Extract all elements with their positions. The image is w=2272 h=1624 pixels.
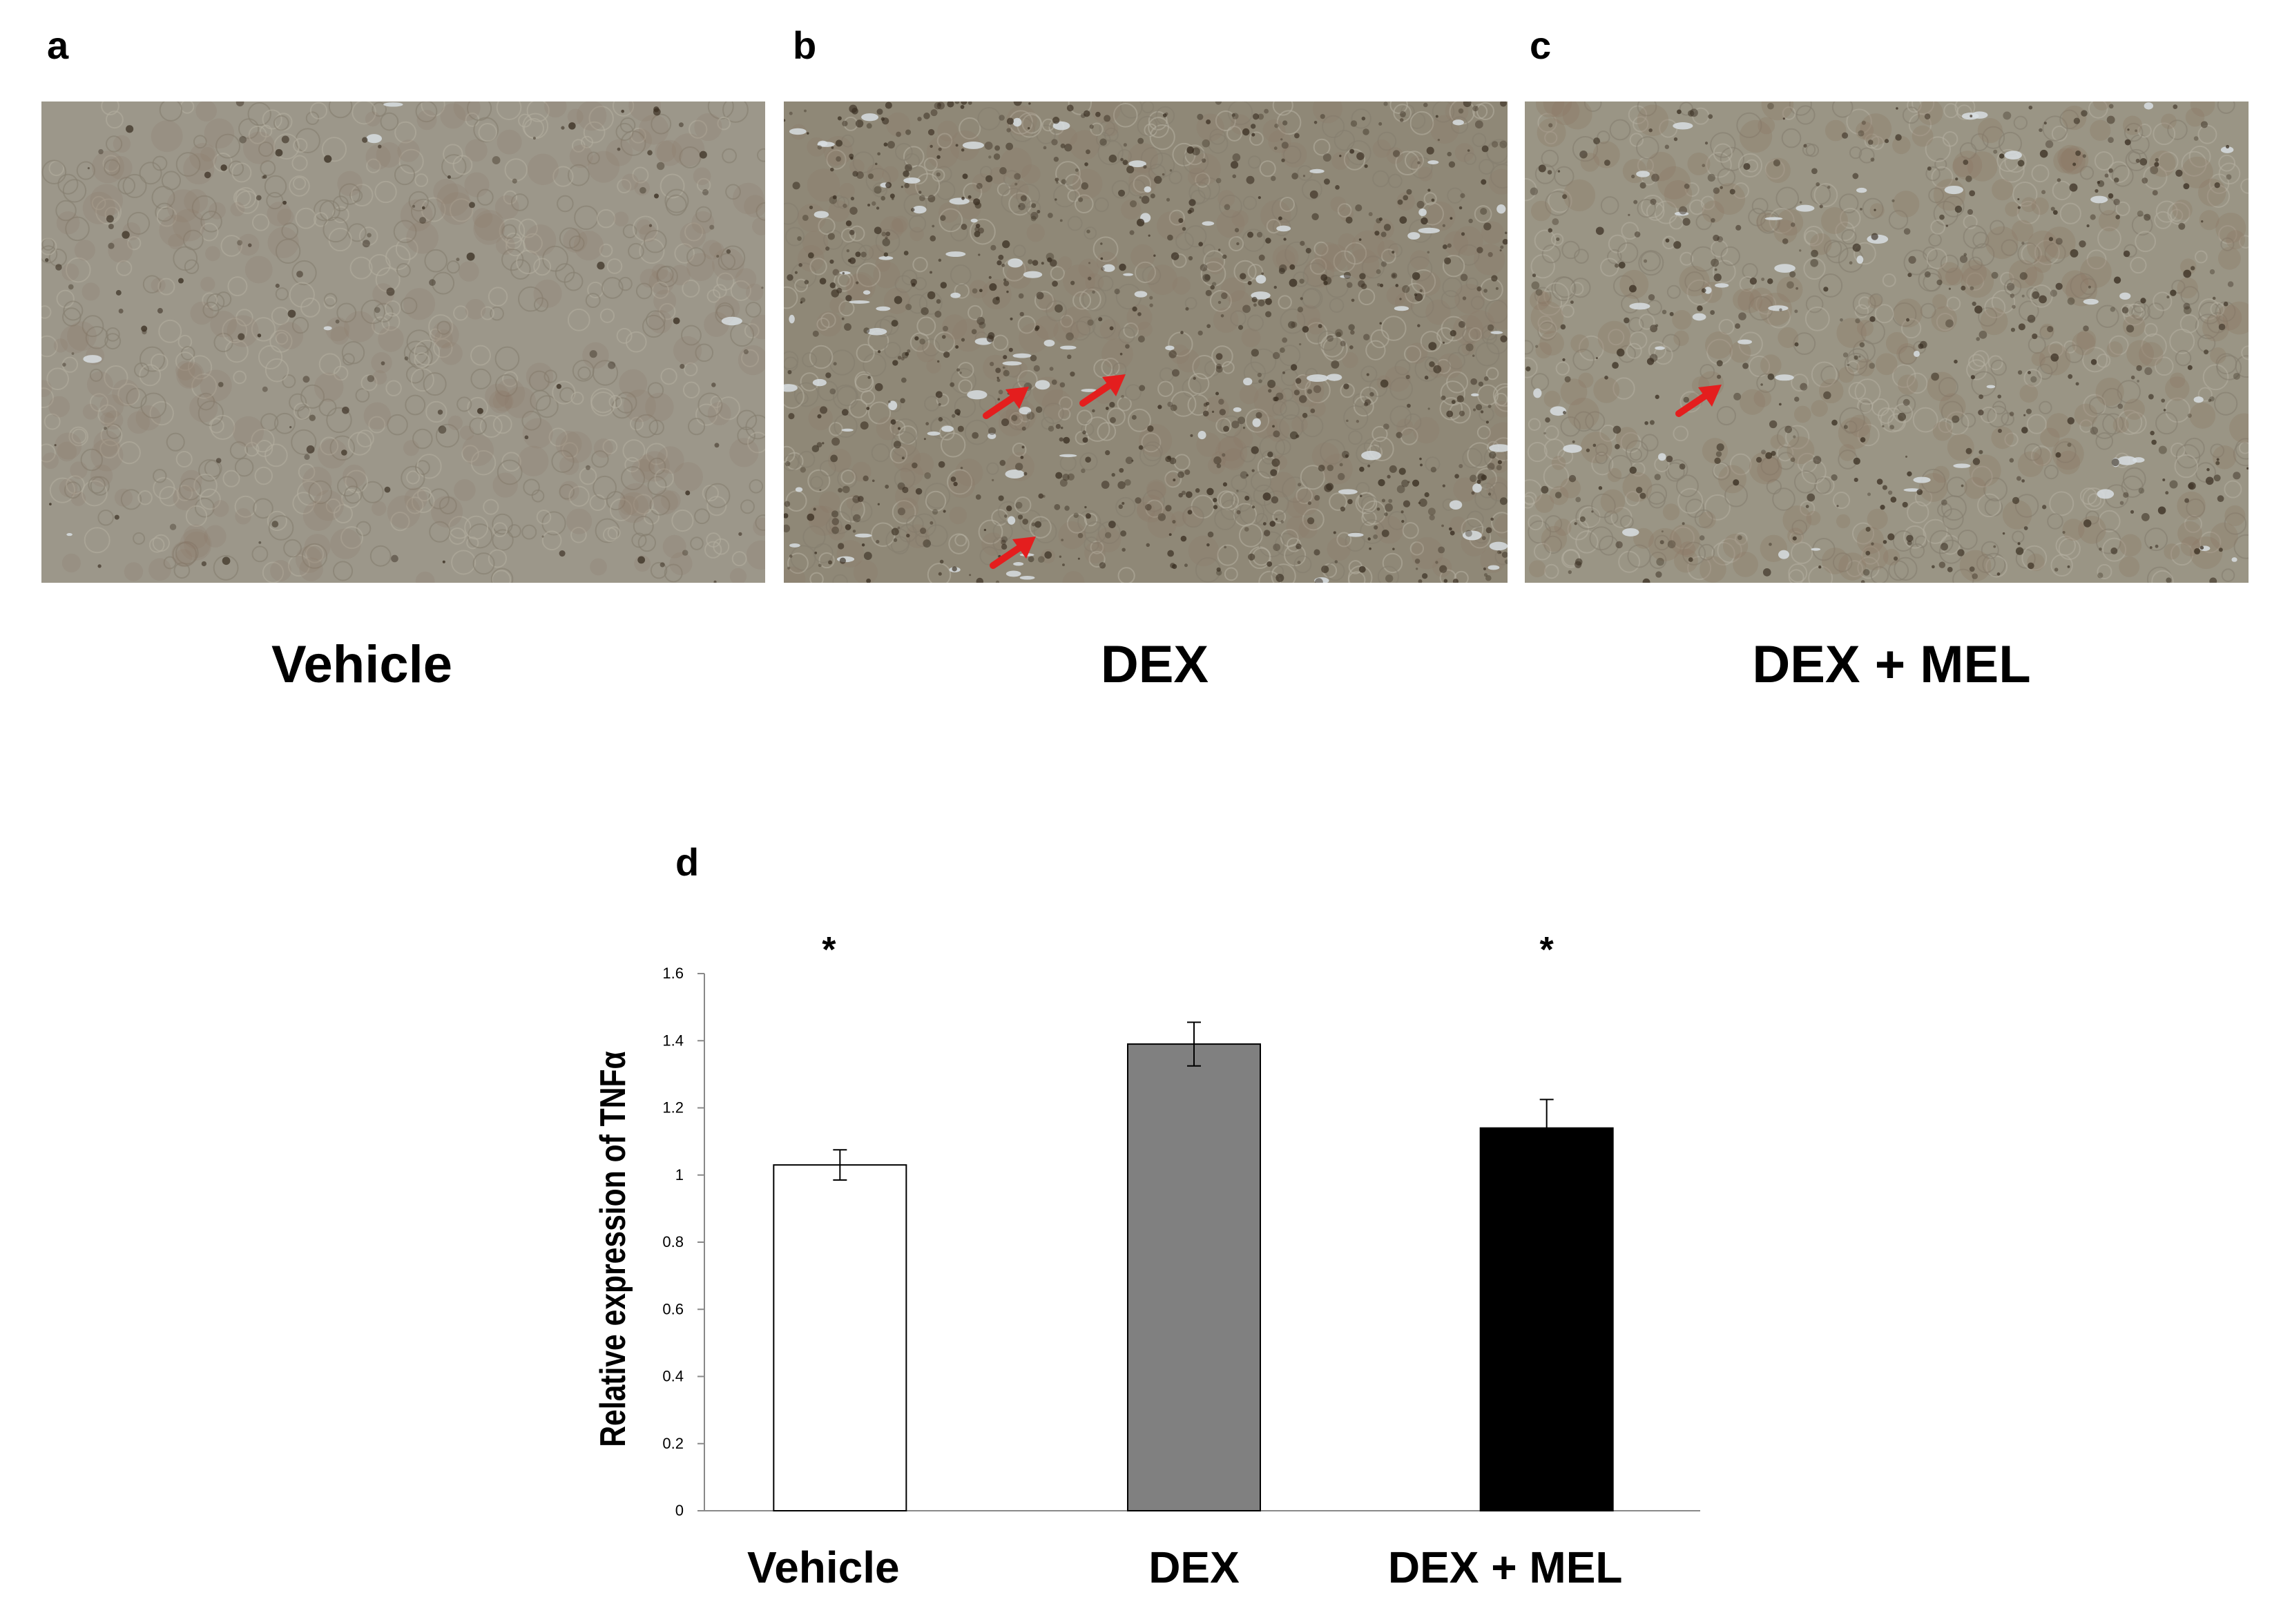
label-dex-mel: DEX + MEL [1752, 635, 2031, 694]
y-tick-label: 1.2 [662, 1099, 684, 1116]
panel-letter-d: d [675, 840, 699, 884]
y-tick-label: 0.6 [662, 1300, 684, 1317]
label-dex: DEX [1100, 635, 1209, 694]
y-tick-label: 1.6 [662, 965, 684, 982]
x-category-label: DEX + MEL [1388, 1543, 1623, 1592]
panel-letter-b: b [793, 23, 817, 67]
micrograph-dex [784, 102, 1508, 583]
y-tick-label: 1.4 [662, 1032, 684, 1049]
indicator-arrow [1675, 385, 1722, 417]
y-tick-label: 0 [675, 1502, 684, 1519]
error-bar [833, 1149, 847, 1181]
indicator-arrow [990, 536, 1036, 569]
x-category-label: DEX [1148, 1543, 1240, 1592]
error-bar [1187, 1021, 1201, 1067]
x-category-label: Vehicle [747, 1543, 900, 1592]
y-tick-label: 0.4 [662, 1368, 684, 1385]
y-tick-label: 0.2 [662, 1435, 684, 1452]
panel-letter-c: c [1530, 23, 1552, 67]
significance-marker: * [1540, 930, 1554, 970]
error-bar [1539, 1099, 1554, 1158]
panel-letter-a: a [47, 23, 69, 67]
indicator-arrow [1079, 374, 1126, 407]
significance-marker: * [822, 930, 836, 970]
y-tick-label: 1 [675, 1166, 684, 1183]
bar-vehicle [773, 1164, 907, 1511]
micrograph-vehicle [41, 102, 765, 583]
indicator-arrow [983, 387, 1029, 419]
y-tick-label: 0.8 [662, 1233, 684, 1250]
bar-dex-mel [1479, 1127, 1614, 1512]
bar-dex [1127, 1043, 1261, 1512]
y-axis-title: Relative expression of TNFα [593, 1051, 633, 1447]
label-vehicle: Vehicle [271, 635, 452, 694]
micrograph-dex-mel [1525, 102, 2249, 583]
